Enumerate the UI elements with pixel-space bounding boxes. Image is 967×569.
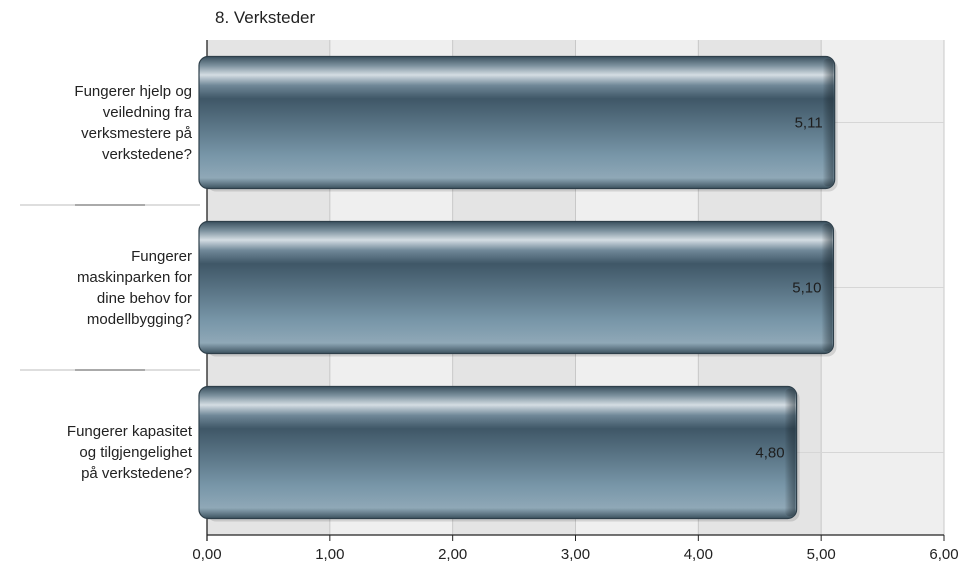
value-label: 4,80 (755, 445, 784, 462)
bar-end-shade (784, 388, 796, 517)
category-label-line: verksmestere på (81, 124, 192, 142)
value-label: 5,10 (792, 280, 821, 297)
x-tick-label: 6,00 (929, 546, 958, 563)
category-label: Fungerer kapasitet og tilgjengelighet på v… (2, 421, 192, 484)
category-label-line: Fungerer kapasitet (66, 423, 192, 440)
bar-end-shade (821, 223, 833, 352)
category-label-line: dine behov for (96, 289, 192, 307)
bar (198, 55, 836, 190)
x-tick-label: 2,00 (438, 546, 467, 563)
x-tick-label: 4,00 (684, 546, 713, 563)
category-label-line: maskinparken for (76, 268, 192, 286)
category-label-line: modellbygging? (86, 310, 192, 328)
category-label-line: på verkstedene? (81, 465, 192, 482)
category-label: Fungerer maskinparken for dine behov for mo… (2, 246, 192, 330)
bar (198, 385, 798, 520)
category-label-line: veiledning fra (102, 103, 192, 121)
category-label: Fungerer hjelp og veiledning fra verksmest… (2, 81, 192, 165)
bar (198, 220, 835, 355)
x-tick-label: 5,00 (807, 546, 836, 563)
bar-end-shade (822, 58, 834, 187)
category-label-line: Fungerer hjelp og (74, 82, 192, 100)
category-label-line: og tilgjengelighet (79, 444, 192, 461)
x-tick-label: 0,00 (192, 546, 221, 563)
x-tick-label: 3,00 (561, 546, 590, 563)
category-label-line: Fungerer (131, 247, 192, 265)
category-label-line: verkstedene? (101, 145, 192, 163)
value-label: 5,11 (795, 115, 823, 132)
x-tick-label: 1,00 (315, 546, 344, 563)
chart-title: 8. Verksteder (215, 8, 316, 27)
